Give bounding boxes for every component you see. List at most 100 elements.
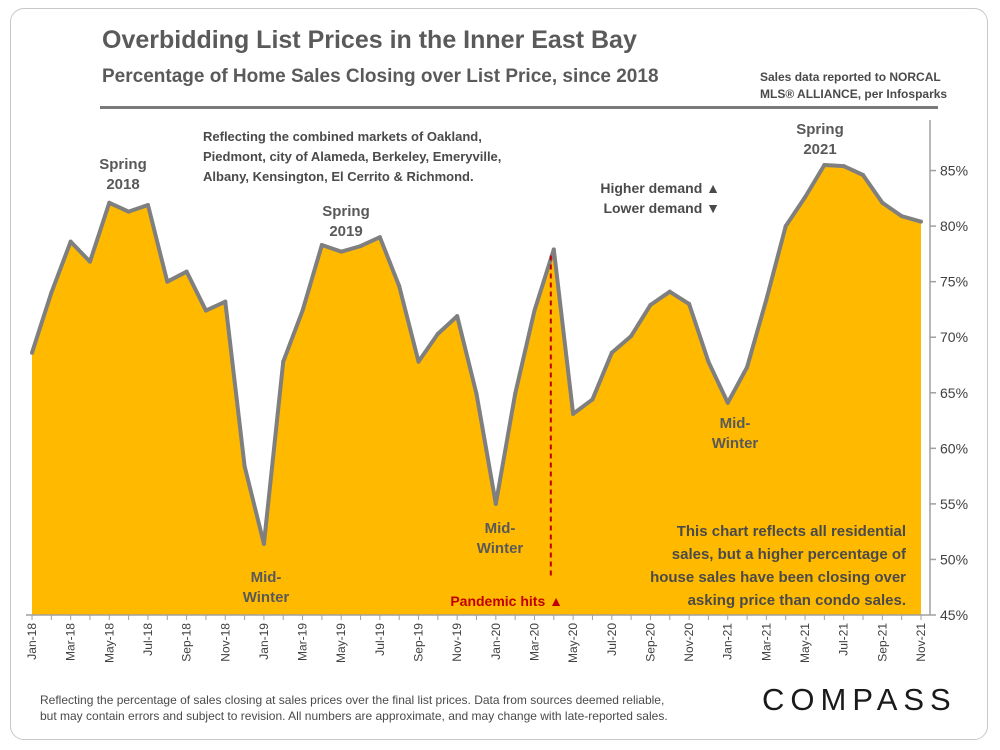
data-point-Jun-18 — [126, 209, 131, 214]
condo-note-line-3: house sales have been closing over — [650, 569, 906, 586]
x-tick-label: May-19 — [334, 623, 348, 663]
spring-2018-label-2: 2018 — [106, 176, 139, 193]
data-point-Jun-19 — [358, 244, 363, 249]
compass-logo: COMPASS — [762, 682, 957, 717]
higher-demand-label: Higher demand ▲ — [600, 180, 720, 196]
spring-2021-label-2: 2021 — [803, 141, 836, 158]
page-title: Overbidding List Prices in the Inner Eas… — [102, 26, 637, 54]
source-line-2: MLS® ALLIANCE, per Infosparks — [760, 87, 948, 101]
midwinter-2021-label-1: Mid- — [720, 415, 751, 432]
y-tick-label: 80% — [940, 218, 968, 234]
x-tick-label: May-21 — [798, 623, 812, 663]
data-point-Jan-18 — [30, 350, 34, 355]
x-tick-label: Jul-19 — [373, 623, 387, 656]
data-point-Feb-19 — [281, 359, 286, 364]
data-point-Nov-21 — [919, 219, 923, 224]
x-tick-label: Sep-20 — [643, 623, 657, 662]
markets-note-line-1: Reflecting the combined markets of Oakla… — [203, 129, 482, 144]
x-tick-label: Sep-18 — [180, 623, 194, 662]
data-point-May-20 — [571, 411, 576, 416]
midwinter-2019-label-2: Winter — [243, 589, 290, 606]
x-tick-label: Jan-20 — [489, 623, 503, 660]
data-point-Jun-21 — [822, 163, 827, 167]
x-tick-label: Nov-20 — [682, 623, 696, 662]
data-point-Nov-18 — [223, 299, 228, 304]
data-point-Aug-20 — [629, 334, 634, 339]
x-tick-label: Mar-18 — [64, 623, 78, 661]
x-tick-label: Nov-21 — [914, 623, 928, 662]
source-note: Sales data reported to NORCAL MLS® ALLIA… — [760, 69, 980, 103]
data-point-Aug-18 — [165, 279, 170, 284]
data-point-Mar-18 — [68, 239, 73, 244]
data-point-Nov-20 — [687, 301, 692, 306]
y-tick-label: 60% — [940, 440, 968, 456]
x-tick-label: Jan-19 — [257, 623, 271, 660]
footer-line-2: but may contain errors and subject to re… — [40, 709, 668, 723]
data-point-Jun-20 — [590, 397, 595, 402]
markets-note-line-3: Albany, Kensington, El Cerrito & Richmon… — [203, 169, 474, 184]
area-chart: 45% 50% 55% 60% 65% 70% 75% 80% 85% Jan-18 Mar-18 M… — [25, 120, 968, 663]
x-tick-label: Mar-20 — [527, 623, 541, 661]
data-point-Dec-20 — [706, 359, 711, 364]
spring-2021-label-1: Spring — [796, 121, 844, 138]
data-point-Jul-21 — [841, 164, 846, 169]
midwinter-2021-label-2: Winter — [712, 435, 759, 452]
x-tick-label: Nov-19 — [450, 623, 464, 662]
y-tick-label: 70% — [940, 329, 968, 345]
data-point-Feb-21 — [745, 365, 750, 370]
x-tick-label: May-18 — [102, 623, 116, 663]
data-point-Jan-21 — [725, 400, 730, 405]
markets-note-line-2: Piedmont, city of Alameda, Berkeley, Eme… — [203, 149, 501, 164]
data-point-Dec-18 — [242, 464, 247, 469]
y-tick-label: 50% — [940, 551, 968, 567]
data-point-Nov-19 — [455, 314, 460, 319]
spring-2019-label-2: 2019 — [329, 223, 362, 240]
data-point-Oct-21 — [899, 214, 904, 219]
data-point-Sep-20 — [648, 303, 653, 307]
spring-2018-label-1: Spring — [99, 156, 147, 173]
lower-demand-label: Lower demand ▼ — [603, 200, 720, 216]
x-tick-label: May-20 — [566, 623, 580, 663]
data-point-Mar-20 — [532, 308, 537, 313]
data-point-Mar-19 — [300, 308, 305, 313]
data-point-Mar-21 — [764, 297, 769, 302]
x-tick-label: Mar-21 — [759, 623, 773, 661]
x-tick-label: Jan-18 — [25, 623, 39, 660]
data-point-Sep-21 — [880, 200, 885, 205]
data-point-Sep-19 — [416, 359, 421, 364]
footer-line-1: Reflecting the percentage of sales closi… — [40, 693, 665, 707]
data-point-Aug-19 — [397, 284, 402, 289]
condo-note-line-4: asking price than condo sales. — [688, 592, 906, 609]
x-tick-label: Sep-21 — [875, 623, 889, 662]
data-point-May-21 — [803, 195, 808, 200]
midwinter-2020-label-2: Winter — [477, 540, 524, 557]
data-point-May-19 — [339, 249, 344, 254]
title-divider — [100, 106, 938, 109]
y-tick-label: 65% — [940, 385, 968, 401]
data-point-Feb-18 — [49, 290, 54, 295]
condo-note-line-1: This chart reflects all residential — [677, 523, 906, 540]
data-point-Jan-20 — [493, 501, 498, 506]
pandemic-hits-label: Pandemic hits ▲ — [450, 593, 563, 609]
data-point-Oct-18 — [203, 308, 208, 313]
data-point-May-18 — [107, 200, 112, 205]
midwinter-2019-label-1: Mid- — [251, 569, 282, 586]
data-point-Jan-19 — [261, 541, 266, 546]
x-tick-label: Jul-21 — [837, 623, 851, 656]
source-line-1: Sales data reported to NORCAL — [760, 70, 941, 84]
data-point-Sep-18 — [184, 269, 189, 274]
spring-2019-label-1: Spring — [322, 203, 370, 220]
area-fill — [32, 165, 921, 615]
y-tick-label: 55% — [940, 496, 968, 512]
data-point-Oct-19 — [435, 331, 440, 336]
data-point-Oct-20 — [667, 289, 672, 294]
condo-note-line-2: sales, but a higher percentage of — [672, 546, 907, 563]
chart-frame — [10, 8, 988, 740]
x-tick-label: Sep-19 — [412, 623, 426, 662]
data-point-Jul-20 — [609, 350, 614, 355]
data-point-Aug-21 — [861, 173, 866, 177]
midwinter-2020-label-1: Mid- — [485, 520, 516, 537]
y-tick-label: 45% — [940, 607, 968, 623]
data-point-Apr-19 — [319, 243, 324, 247]
data-point-Jul-19 — [377, 235, 382, 240]
